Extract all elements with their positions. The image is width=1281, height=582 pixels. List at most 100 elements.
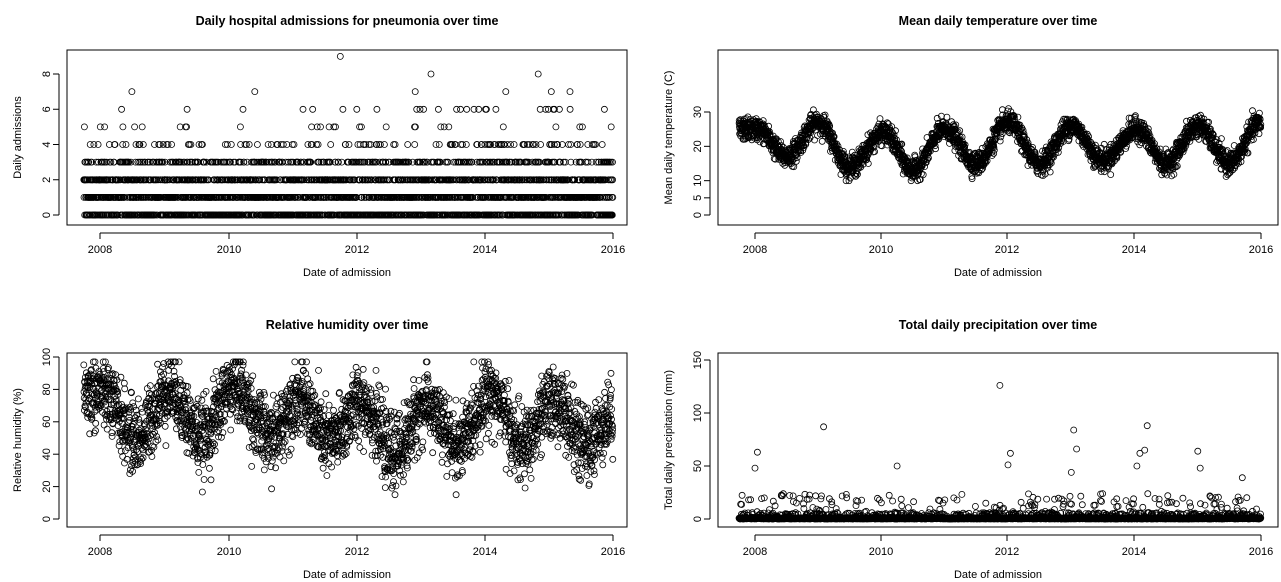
data-point — [94, 141, 102, 148]
data-point — [92, 158, 100, 166]
data-point — [236, 123, 244, 131]
data-point — [173, 158, 180, 166]
data-point — [142, 176, 150, 184]
data-point — [510, 141, 518, 148]
data-point — [176, 123, 184, 131]
chart-title: Daily hospital admissions for pneumonia … — [196, 14, 499, 28]
data-point — [411, 88, 419, 95]
data-point — [223, 158, 231, 166]
data-point — [159, 176, 166, 184]
data-point — [96, 123, 104, 131]
data-point — [81, 123, 88, 131]
data-point — [159, 141, 167, 148]
data-point — [85, 158, 92, 166]
plot-frame — [66, 49, 628, 226]
chart-panel-1: Daily hospital admissions for pneumonia … — [12, 14, 628, 279]
data-point — [943, 113, 951, 121]
data-point — [159, 158, 167, 166]
data-point — [336, 53, 344, 60]
y-tick-label: 0 — [41, 212, 53, 218]
data-point — [411, 141, 419, 148]
data-point — [502, 88, 510, 95]
data-point — [214, 176, 222, 184]
data-point — [151, 141, 158, 148]
data-point — [146, 158, 154, 166]
data-point — [227, 141, 235, 148]
data-point — [547, 88, 555, 95]
data-point — [137, 158, 145, 166]
data-point — [103, 158, 110, 166]
data-point — [118, 105, 125, 113]
data-point — [404, 141, 412, 148]
y-tick-label: 6 — [41, 106, 53, 112]
x-axis-title: Date of admission — [954, 267, 1042, 279]
data-point — [132, 141, 140, 148]
data-point — [183, 123, 191, 131]
data-point — [106, 141, 113, 148]
data-point — [209, 158, 217, 166]
x-tick-label: 2008 — [88, 244, 112, 256]
data-point — [342, 141, 349, 148]
chart-title: Mean daily temperature over time — [899, 14, 1098, 28]
data-point — [492, 105, 500, 113]
data-point — [183, 105, 191, 113]
data-point — [240, 158, 248, 166]
data-point — [308, 123, 316, 131]
y-tick-label: 2 — [41, 177, 53, 183]
data-point — [165, 176, 173, 184]
data-point — [86, 141, 94, 148]
data-point — [192, 211, 199, 219]
data-point — [164, 141, 172, 148]
data-point — [104, 176, 112, 184]
data-point — [211, 176, 218, 184]
data-point — [463, 105, 471, 113]
data-point — [221, 158, 229, 166]
data-point — [226, 158, 234, 166]
data-point — [499, 123, 507, 131]
data-point — [390, 141, 398, 148]
data-point — [109, 176, 117, 184]
data-point — [111, 141, 119, 148]
x-tick-label: 2014 — [1122, 244, 1146, 256]
data-point — [239, 105, 247, 113]
data-point — [566, 88, 574, 95]
data-point — [114, 211, 121, 219]
data-point — [90, 141, 98, 148]
y-tick-label: 20 — [692, 140, 704, 152]
data-point — [552, 123, 560, 131]
x-axis-title: Date of admission — [303, 267, 391, 279]
data-point — [251, 88, 259, 95]
data-point — [221, 176, 229, 184]
data-point — [537, 141, 544, 148]
data-point — [128, 88, 136, 95]
x-tick-label: 2012 — [345, 244, 369, 256]
data-point — [457, 105, 464, 113]
data-point — [217, 158, 225, 166]
y-axis-title: Mean daily temperature (C) — [663, 71, 675, 205]
data-point — [373, 105, 381, 113]
data-point — [598, 141, 606, 148]
data-point — [119, 141, 127, 148]
y-tick-label: 8 — [41, 71, 53, 77]
data-point — [139, 141, 147, 148]
y-tick-label: 10 — [692, 175, 704, 187]
data-point — [170, 176, 178, 184]
data-point — [134, 158, 142, 166]
data-point — [107, 158, 115, 166]
y-axis-title: Daily admissions — [12, 96, 24, 179]
data-point — [88, 158, 96, 166]
data-point — [125, 158, 133, 166]
data-point — [168, 141, 176, 148]
data-point — [566, 105, 574, 113]
data-point — [437, 123, 445, 131]
data-point — [345, 141, 353, 148]
data-points — [80, 53, 617, 219]
data-point — [184, 158, 192, 166]
x-tick-label: 2012 — [995, 244, 1019, 256]
data-point — [182, 193, 190, 201]
data-point — [138, 123, 146, 131]
data-point — [445, 123, 453, 131]
data-point — [299, 105, 307, 113]
